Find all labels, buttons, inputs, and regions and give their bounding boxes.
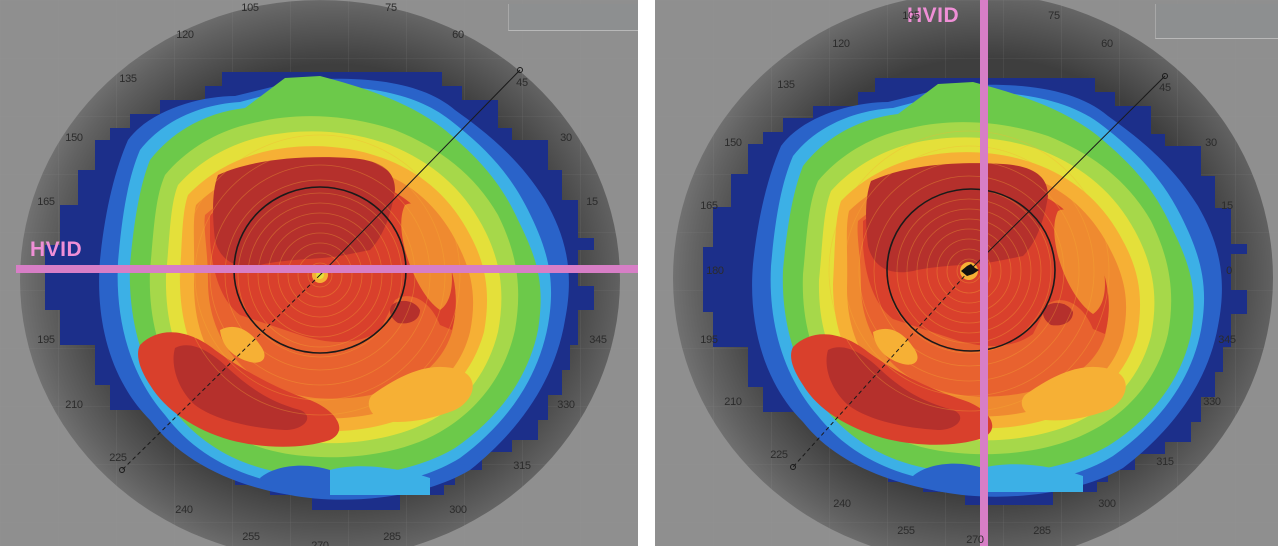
degree-label: 285	[1033, 525, 1051, 537]
degree-label: 45	[516, 77, 528, 89]
degree-label: 195	[700, 334, 718, 346]
degree-label: 225	[109, 452, 127, 464]
degree-label: 135	[119, 73, 137, 85]
info-box	[508, 4, 638, 31]
degree-label: 75	[385, 2, 397, 14]
degree-label: 210	[724, 396, 742, 408]
degree-label: 15	[1221, 200, 1233, 212]
topography-map-right	[655, 0, 1278, 546]
degree-label: 330	[557, 399, 575, 411]
degree-label: 300	[449, 504, 467, 516]
degree-label: 0	[1226, 265, 1232, 277]
degree-label: 270	[966, 534, 984, 546]
degree-label: 135	[777, 79, 795, 91]
topography-panel-right: HVID 105 75 120 60 135 45 150 30 165 15 …	[655, 0, 1278, 546]
degree-label: 195	[37, 334, 55, 346]
degree-label: 255	[897, 525, 915, 537]
degree-label: 225	[770, 449, 788, 461]
hvid-line	[980, 0, 988, 546]
center-marker-icon	[961, 264, 979, 276]
degree-label: 30	[1205, 137, 1217, 149]
degree-label: 150	[65, 132, 83, 144]
degree-label: 300	[1098, 498, 1116, 510]
degree-label: 105	[241, 2, 259, 14]
degree-label: 120	[832, 38, 850, 50]
degree-label: 30	[560, 132, 572, 144]
degree-label: 60	[452, 29, 464, 41]
degree-label: 210	[65, 399, 83, 411]
degree-label: 270	[311, 540, 329, 546]
degree-label: 105	[902, 10, 920, 22]
hvid-label: HVID	[30, 238, 83, 261]
topography-map-left	[0, 0, 638, 546]
axis-line-solid	[319, 69, 521, 276]
degree-label: 345	[1218, 334, 1236, 346]
degree-label: 45	[1159, 82, 1171, 94]
info-box	[1155, 4, 1278, 39]
degree-label: 330	[1203, 396, 1221, 408]
degree-label: 165	[700, 200, 718, 212]
degree-label: 285	[383, 531, 401, 543]
degree-label: 150	[724, 137, 742, 149]
degree-label: 345	[589, 334, 607, 346]
degree-label: 120	[176, 29, 194, 41]
degree-label: 15	[586, 196, 598, 208]
topography-panel-left: HVID 105 75 120 60 135 45 150 30 165 15 …	[0, 0, 638, 546]
degree-label: 60	[1101, 38, 1113, 50]
degree-label: 165	[37, 196, 55, 208]
degree-label: 255	[242, 531, 260, 543]
hvid-line	[16, 265, 638, 273]
degree-label: 240	[175, 504, 193, 516]
degree-label: 315	[1156, 456, 1174, 468]
degree-label: 315	[513, 460, 531, 472]
degree-label: 240	[833, 498, 851, 510]
degree-label: 180	[706, 265, 724, 277]
hvid-label: HVID	[907, 4, 960, 27]
degree-label: 75	[1048, 10, 1060, 22]
axis-line-dashed	[121, 274, 321, 471]
